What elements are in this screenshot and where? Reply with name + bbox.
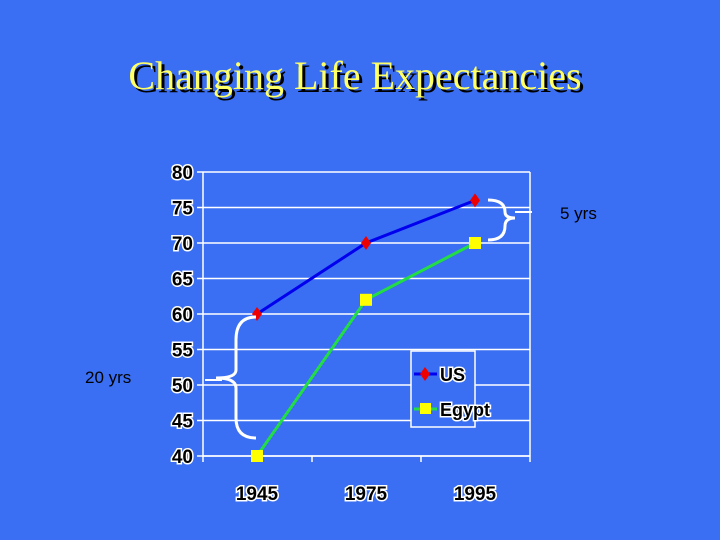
annotation-5-yrs: 5 yrs: [560, 204, 597, 223]
point-us-1945: [252, 307, 262, 321]
legend: US Egypt: [410, 350, 492, 428]
y-tick-label: 70: [172, 234, 193, 255]
y-tick-label: 80: [172, 163, 193, 184]
point-egypt-1945: [251, 450, 263, 462]
x-tick-label-1975: 1975: [345, 484, 388, 505]
point-us-1995: [470, 193, 480, 208]
y-tick-label: 75: [172, 199, 194, 220]
point-egypt-1995: [469, 237, 481, 249]
y-tick-label: 45: [172, 412, 194, 433]
annotation-20-yrs: 20 yrs: [85, 368, 132, 387]
x-tick-label-1945: 1945: [236, 484, 279, 505]
x-axis: 1945 1975 1995: [202, 455, 531, 507]
y-tick-label: 60: [172, 305, 193, 326]
y-tick-label: 40: [172, 447, 193, 468]
y-tick-label: 65: [172, 270, 194, 291]
brace-5-yrs: [487, 198, 516, 242]
legend-egypt-marker: [420, 403, 431, 414]
legend-us-label: US: [440, 365, 465, 385]
x-tick-label-1995: 1995: [454, 484, 497, 505]
y-tick-label: 55: [172, 341, 194, 362]
y-axis: 40 45 50 55 60 65 70 75 80: [170, 162, 204, 470]
slide-title: Changing Life Expectancies: [128, 53, 582, 98]
legend-egypt-label: Egypt: [440, 400, 490, 420]
legend-us-marker: [420, 367, 430, 381]
y-tick-label: 50: [172, 376, 193, 397]
series-markers: [251, 193, 481, 462]
point-egypt-1975: [360, 293, 372, 306]
legend-box: [410, 350, 476, 428]
point-us-1975: [361, 236, 371, 250]
brace-20-yrs: [215, 315, 257, 440]
